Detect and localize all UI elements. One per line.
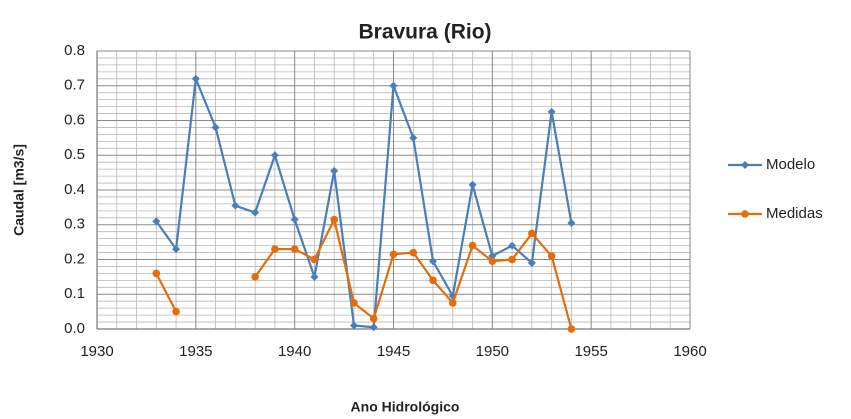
data-point	[152, 217, 161, 226]
x-axis-title: Ano Hidrológico	[351, 399, 460, 415]
y-tick-label: 0.2	[64, 250, 85, 267]
y-tick-label: 0.5	[64, 146, 85, 163]
series-line	[155, 272, 178, 313]
legend-label: Modelo	[766, 156, 815, 173]
data-point	[528, 229, 536, 238]
data-point	[527, 258, 536, 267]
data-point	[429, 276, 437, 285]
data-point	[310, 272, 319, 281]
data-point	[330, 166, 339, 175]
data-point	[389, 81, 398, 90]
data-point	[251, 208, 260, 217]
data-point	[508, 241, 517, 250]
y-axis-title: Caudal [m3/s]	[11, 144, 27, 236]
data-point	[369, 314, 378, 323]
data-point	[409, 133, 418, 142]
x-tick-label: 1945	[377, 343, 410, 360]
legend-marker	[741, 161, 749, 169]
data-point	[508, 255, 516, 264]
data-point	[369, 323, 378, 332]
y-tick-label: 0.7	[64, 77, 85, 94]
x-tick-label: 1930	[80, 343, 113, 360]
x-tick-label: 1940	[278, 343, 311, 360]
legend-marker	[741, 210, 749, 218]
data-point	[211, 123, 220, 132]
data-point	[172, 245, 181, 254]
data-point	[290, 215, 299, 224]
data-point	[191, 74, 200, 83]
x-tick-label: 1935	[179, 343, 212, 360]
data-point	[567, 219, 576, 228]
data-point	[567, 325, 576, 333]
series-line	[155, 78, 573, 329]
data-point	[449, 299, 457, 307]
data-point	[152, 269, 161, 278]
y-tick-label: 0.8	[64, 42, 85, 59]
data-point	[271, 245, 279, 253]
data-point	[172, 307, 180, 316]
y-tick-label: 0.3	[64, 216, 85, 233]
x-tick-label: 1950	[476, 343, 509, 360]
data-point	[290, 245, 299, 253]
chart-title: Bravura (Rio)	[358, 21, 491, 44]
data-point	[488, 257, 497, 266]
data-point	[270, 151, 279, 160]
y-tick-label: 0.1	[64, 285, 85, 302]
data-point	[330, 215, 339, 224]
data-point	[468, 241, 477, 250]
data-point	[547, 252, 556, 260]
data-point	[251, 273, 259, 281]
data-point	[349, 321, 358, 330]
data-point	[350, 299, 358, 307]
data-point	[468, 180, 477, 189]
legend-label: Medidas	[766, 205, 823, 222]
data-point	[231, 201, 240, 210]
data-point	[547, 107, 556, 116]
x-tick-label: 1960	[673, 343, 706, 360]
data-point	[429, 257, 438, 266]
y-tick-label: 0.4	[64, 181, 85, 198]
y-tick-label: 0.6	[64, 111, 85, 128]
data-point	[310, 255, 319, 264]
x-tick-label: 1955	[574, 343, 607, 360]
data-point	[409, 248, 418, 257]
y-tick-label: 0.0	[64, 320, 85, 337]
data-point	[389, 250, 398, 259]
